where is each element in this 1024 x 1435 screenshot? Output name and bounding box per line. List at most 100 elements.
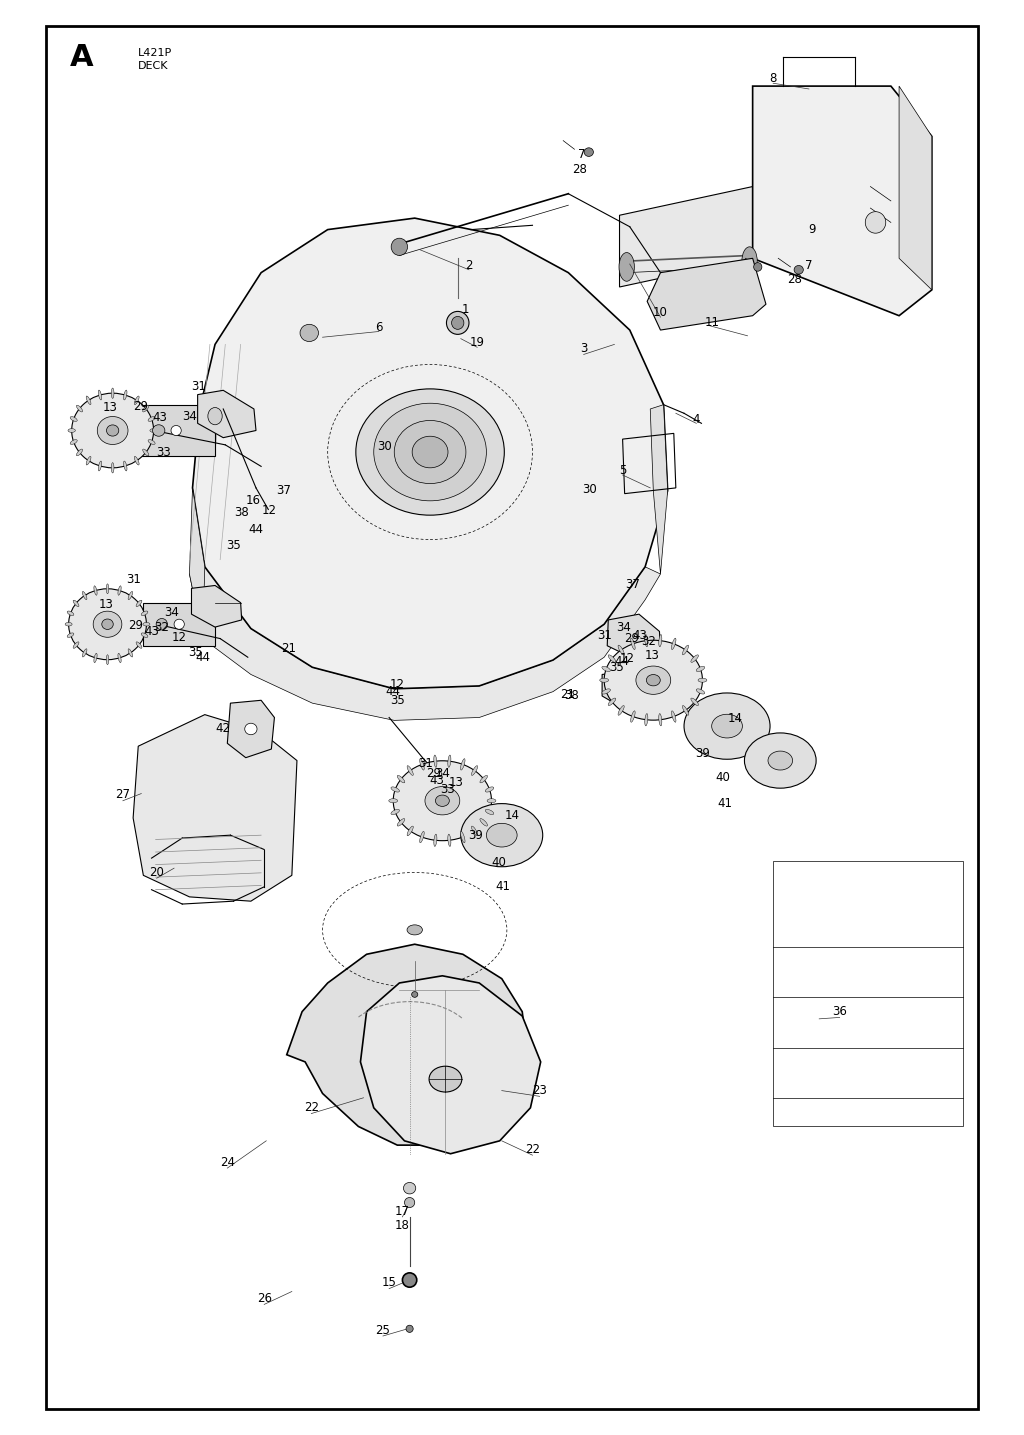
Text: 44: 44 — [196, 650, 210, 664]
Ellipse shape — [486, 824, 517, 847]
Ellipse shape — [134, 456, 139, 465]
Ellipse shape — [142, 405, 148, 412]
Ellipse shape — [696, 689, 705, 695]
Text: 12: 12 — [620, 651, 634, 666]
Text: 7: 7 — [805, 258, 813, 273]
Polygon shape — [650, 405, 668, 574]
Text: 34: 34 — [616, 620, 631, 634]
Text: 44: 44 — [386, 684, 400, 699]
Text: 34: 34 — [182, 409, 197, 423]
Ellipse shape — [73, 641, 79, 649]
Ellipse shape — [148, 416, 155, 422]
Ellipse shape — [148, 439, 155, 445]
Text: 29: 29 — [133, 399, 147, 413]
Ellipse shape — [141, 611, 147, 616]
Ellipse shape — [420, 831, 424, 842]
Ellipse shape — [86, 396, 91, 405]
Text: 31: 31 — [191, 379, 206, 393]
Ellipse shape — [408, 926, 423, 936]
Ellipse shape — [72, 393, 154, 468]
Text: 28: 28 — [572, 162, 587, 177]
Ellipse shape — [408, 766, 414, 775]
Ellipse shape — [356, 389, 504, 515]
Text: 22: 22 — [525, 1142, 540, 1157]
Ellipse shape — [71, 439, 77, 445]
Text: 40: 40 — [492, 855, 506, 870]
Text: 31: 31 — [126, 573, 140, 587]
Text: 23: 23 — [532, 1083, 547, 1098]
Polygon shape — [607, 614, 660, 660]
Ellipse shape — [300, 324, 318, 342]
Ellipse shape — [631, 639, 635, 650]
Ellipse shape — [68, 429, 76, 432]
Polygon shape — [137, 406, 215, 456]
Text: 12: 12 — [390, 677, 404, 692]
Ellipse shape — [672, 710, 676, 722]
Text: 2: 2 — [465, 258, 473, 273]
Text: 18: 18 — [395, 1218, 410, 1233]
Ellipse shape — [480, 818, 487, 827]
Ellipse shape — [156, 618, 168, 630]
Text: 43: 43 — [430, 773, 444, 788]
Ellipse shape — [452, 317, 464, 330]
Text: 33: 33 — [157, 445, 171, 459]
Ellipse shape — [98, 461, 101, 471]
Ellipse shape — [447, 755, 451, 768]
Polygon shape — [899, 86, 932, 290]
Text: 34: 34 — [165, 606, 179, 620]
Ellipse shape — [646, 674, 660, 686]
Ellipse shape — [408, 827, 414, 835]
Ellipse shape — [124, 390, 127, 400]
Ellipse shape — [153, 425, 165, 436]
Ellipse shape — [94, 653, 97, 663]
Ellipse shape — [128, 649, 133, 657]
Text: 21: 21 — [560, 687, 574, 702]
Polygon shape — [287, 944, 527, 1145]
Ellipse shape — [404, 1197, 415, 1208]
Ellipse shape — [374, 403, 486, 501]
Text: 38: 38 — [234, 505, 249, 519]
Ellipse shape — [584, 148, 593, 156]
Text: 29: 29 — [426, 766, 440, 781]
Ellipse shape — [754, 263, 762, 271]
Polygon shape — [227, 700, 274, 758]
Ellipse shape — [69, 588, 146, 660]
Text: 39: 39 — [468, 828, 482, 842]
Text: 41: 41 — [496, 880, 510, 894]
Text: 21: 21 — [282, 641, 296, 656]
Text: 28: 28 — [787, 273, 802, 287]
Ellipse shape — [865, 211, 886, 232]
Text: 38: 38 — [564, 689, 579, 703]
Ellipse shape — [684, 693, 770, 759]
Ellipse shape — [658, 634, 662, 647]
Ellipse shape — [118, 585, 121, 596]
Text: 12: 12 — [172, 630, 186, 644]
Ellipse shape — [412, 436, 449, 468]
Ellipse shape — [136, 600, 142, 607]
Text: 43: 43 — [144, 624, 159, 639]
Text: 12: 12 — [262, 504, 276, 518]
Ellipse shape — [795, 265, 803, 274]
Ellipse shape — [425, 786, 460, 815]
Text: 26: 26 — [257, 1292, 271, 1306]
Text: 20: 20 — [150, 865, 164, 880]
Ellipse shape — [141, 633, 147, 637]
Ellipse shape — [391, 238, 408, 255]
Ellipse shape — [618, 646, 625, 654]
Ellipse shape — [402, 1273, 417, 1287]
Ellipse shape — [397, 775, 404, 784]
Ellipse shape — [136, 641, 142, 649]
Text: 15: 15 — [382, 1276, 396, 1290]
Text: 33: 33 — [440, 782, 455, 796]
Text: 11: 11 — [705, 316, 719, 330]
Ellipse shape — [394, 420, 466, 484]
Ellipse shape — [94, 585, 97, 596]
Text: 19: 19 — [470, 336, 484, 350]
Ellipse shape — [461, 759, 465, 771]
Text: 35: 35 — [226, 538, 241, 552]
Text: 13: 13 — [99, 597, 114, 611]
Polygon shape — [753, 86, 932, 316]
Ellipse shape — [393, 761, 492, 841]
Ellipse shape — [97, 416, 128, 445]
Ellipse shape — [602, 666, 610, 672]
